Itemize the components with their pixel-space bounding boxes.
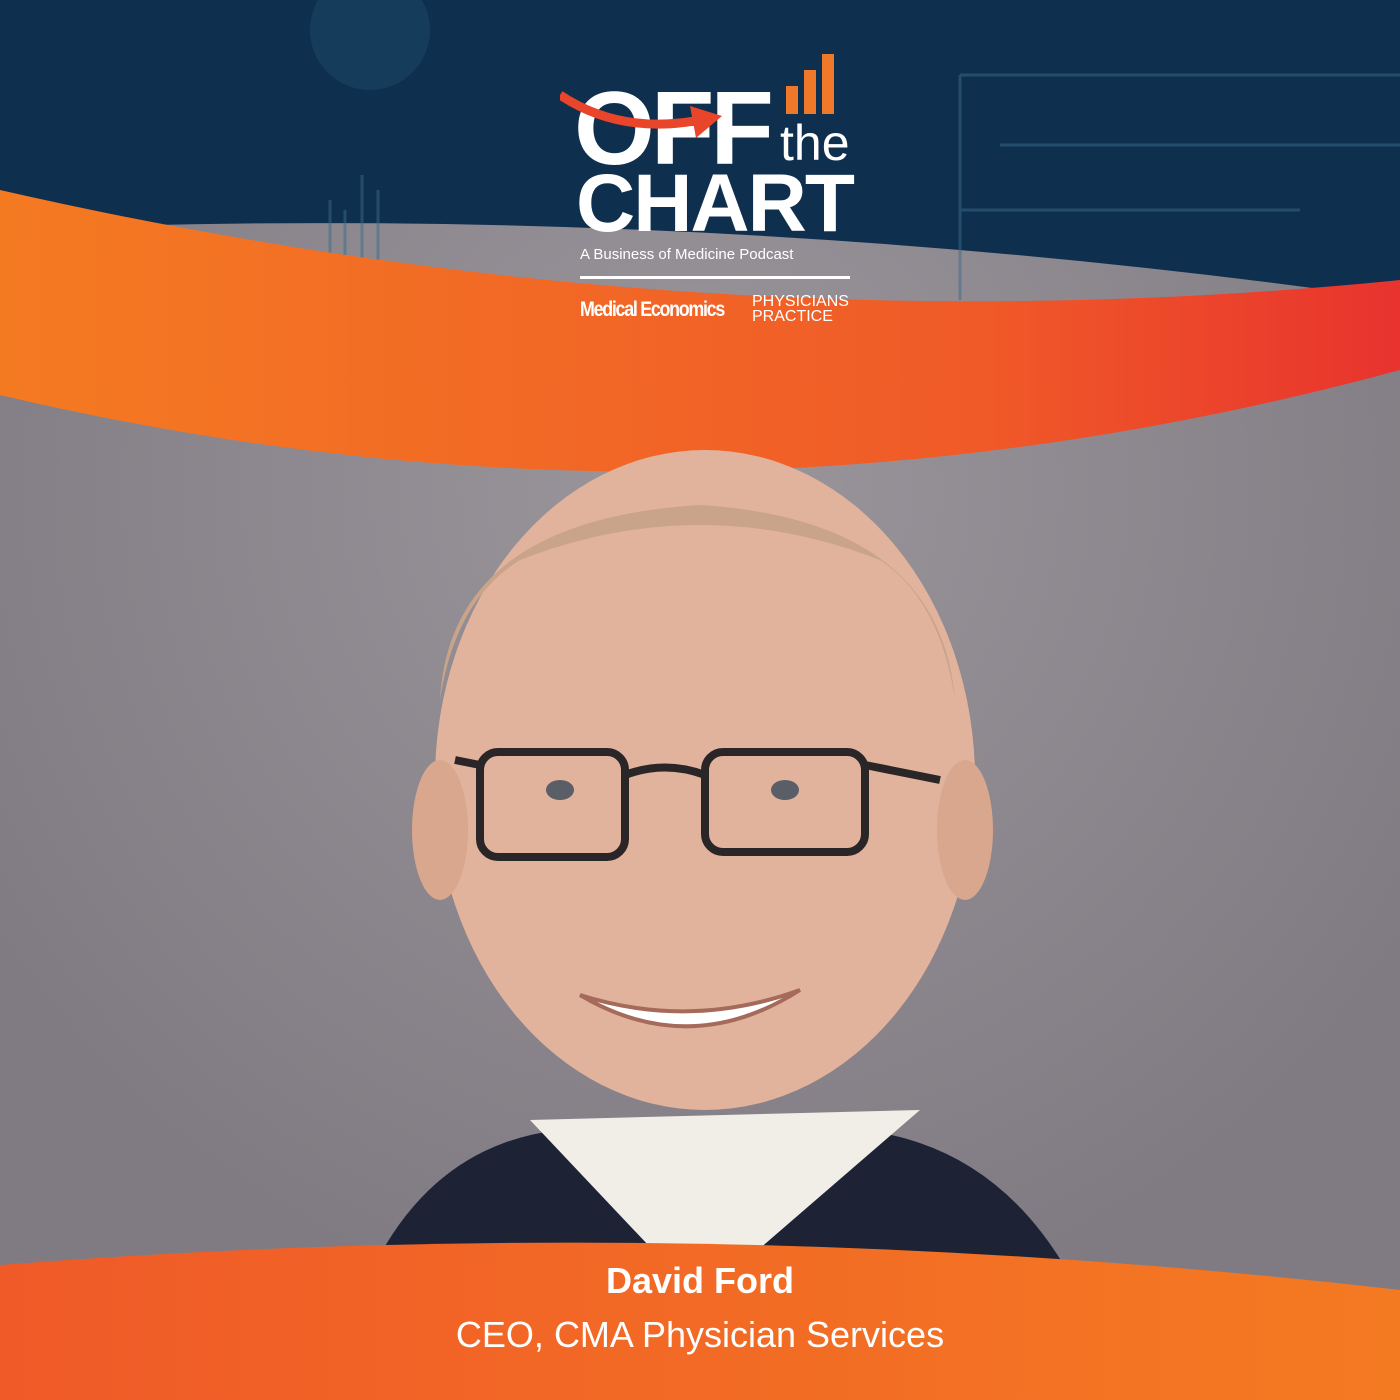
guest-name: David Ford (605, 1260, 794, 1301)
guest-title: CEO, CMA Physician Services (455, 1314, 945, 1355)
orange-swoosh (0, 190, 1400, 472)
logo-off: OFF (574, 71, 774, 187)
logo-the: the (780, 115, 850, 171)
right-ear (937, 760, 993, 900)
brand-line-1: PHYSICIANS (752, 293, 849, 310)
left-eye (546, 780, 574, 800)
orange-footer-wave (0, 1242, 1400, 1400)
glasses (454, 748, 941, 861)
logo-tagline: A Business of Medicine Podcast (580, 246, 794, 263)
left-ear (412, 760, 468, 900)
smile (578, 988, 802, 1029)
brand-line-2: PRACTICE (752, 308, 833, 325)
logo-chart: CHART (576, 158, 855, 249)
shirt-collar (530, 1110, 920, 1300)
circuit-decor (310, 0, 1400, 300)
right-eye (771, 780, 799, 800)
logo-divider (580, 276, 850, 279)
arrow-icon (560, 91, 722, 138)
podcast-logo: OFF the CHART A Business of Medicine Pod… (560, 50, 860, 340)
brand-physicians-practice: PHYSICIANS PRACTICE (752, 293, 849, 325)
brand-medical-economics: Medical Economics (580, 298, 725, 321)
